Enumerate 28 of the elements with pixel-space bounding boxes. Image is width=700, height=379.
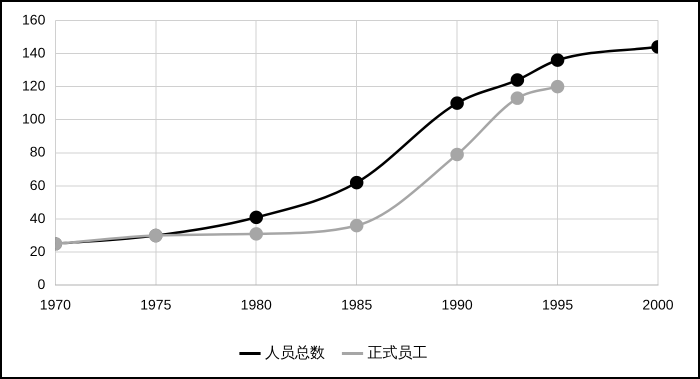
y-tick-label: 20 xyxy=(30,242,46,259)
x-tick-label: 1995 xyxy=(542,296,574,312)
point xyxy=(249,210,263,224)
point xyxy=(550,80,564,94)
y-tick-label: 40 xyxy=(30,210,46,226)
point xyxy=(350,176,364,190)
y-tick-label: 0 xyxy=(38,276,46,292)
point xyxy=(510,73,524,87)
y-tick-label: 100 xyxy=(22,110,46,127)
point xyxy=(550,53,564,67)
y-tick-label: 160 xyxy=(22,11,46,28)
legend-label: 人员总数 xyxy=(265,343,325,362)
y-tick-label: 140 xyxy=(22,44,46,60)
point xyxy=(249,227,263,241)
x-tick-label: 1980 xyxy=(240,296,272,312)
point xyxy=(510,91,524,105)
y-tick-label: 60 xyxy=(30,176,46,193)
y-tick-label: 120 xyxy=(22,77,46,94)
x-tick-label: 1985 xyxy=(341,296,372,312)
x-tick-label: 1970 xyxy=(40,296,72,312)
x-tick-label: 2000 xyxy=(642,296,674,312)
x-tick-label: 1990 xyxy=(442,296,473,312)
x-tick-label: 1975 xyxy=(140,296,172,312)
point xyxy=(450,96,464,110)
legend-label: 正式员工 xyxy=(368,343,428,362)
point xyxy=(450,148,464,162)
y-tick-label: 80 xyxy=(30,144,46,160)
point xyxy=(350,218,364,232)
